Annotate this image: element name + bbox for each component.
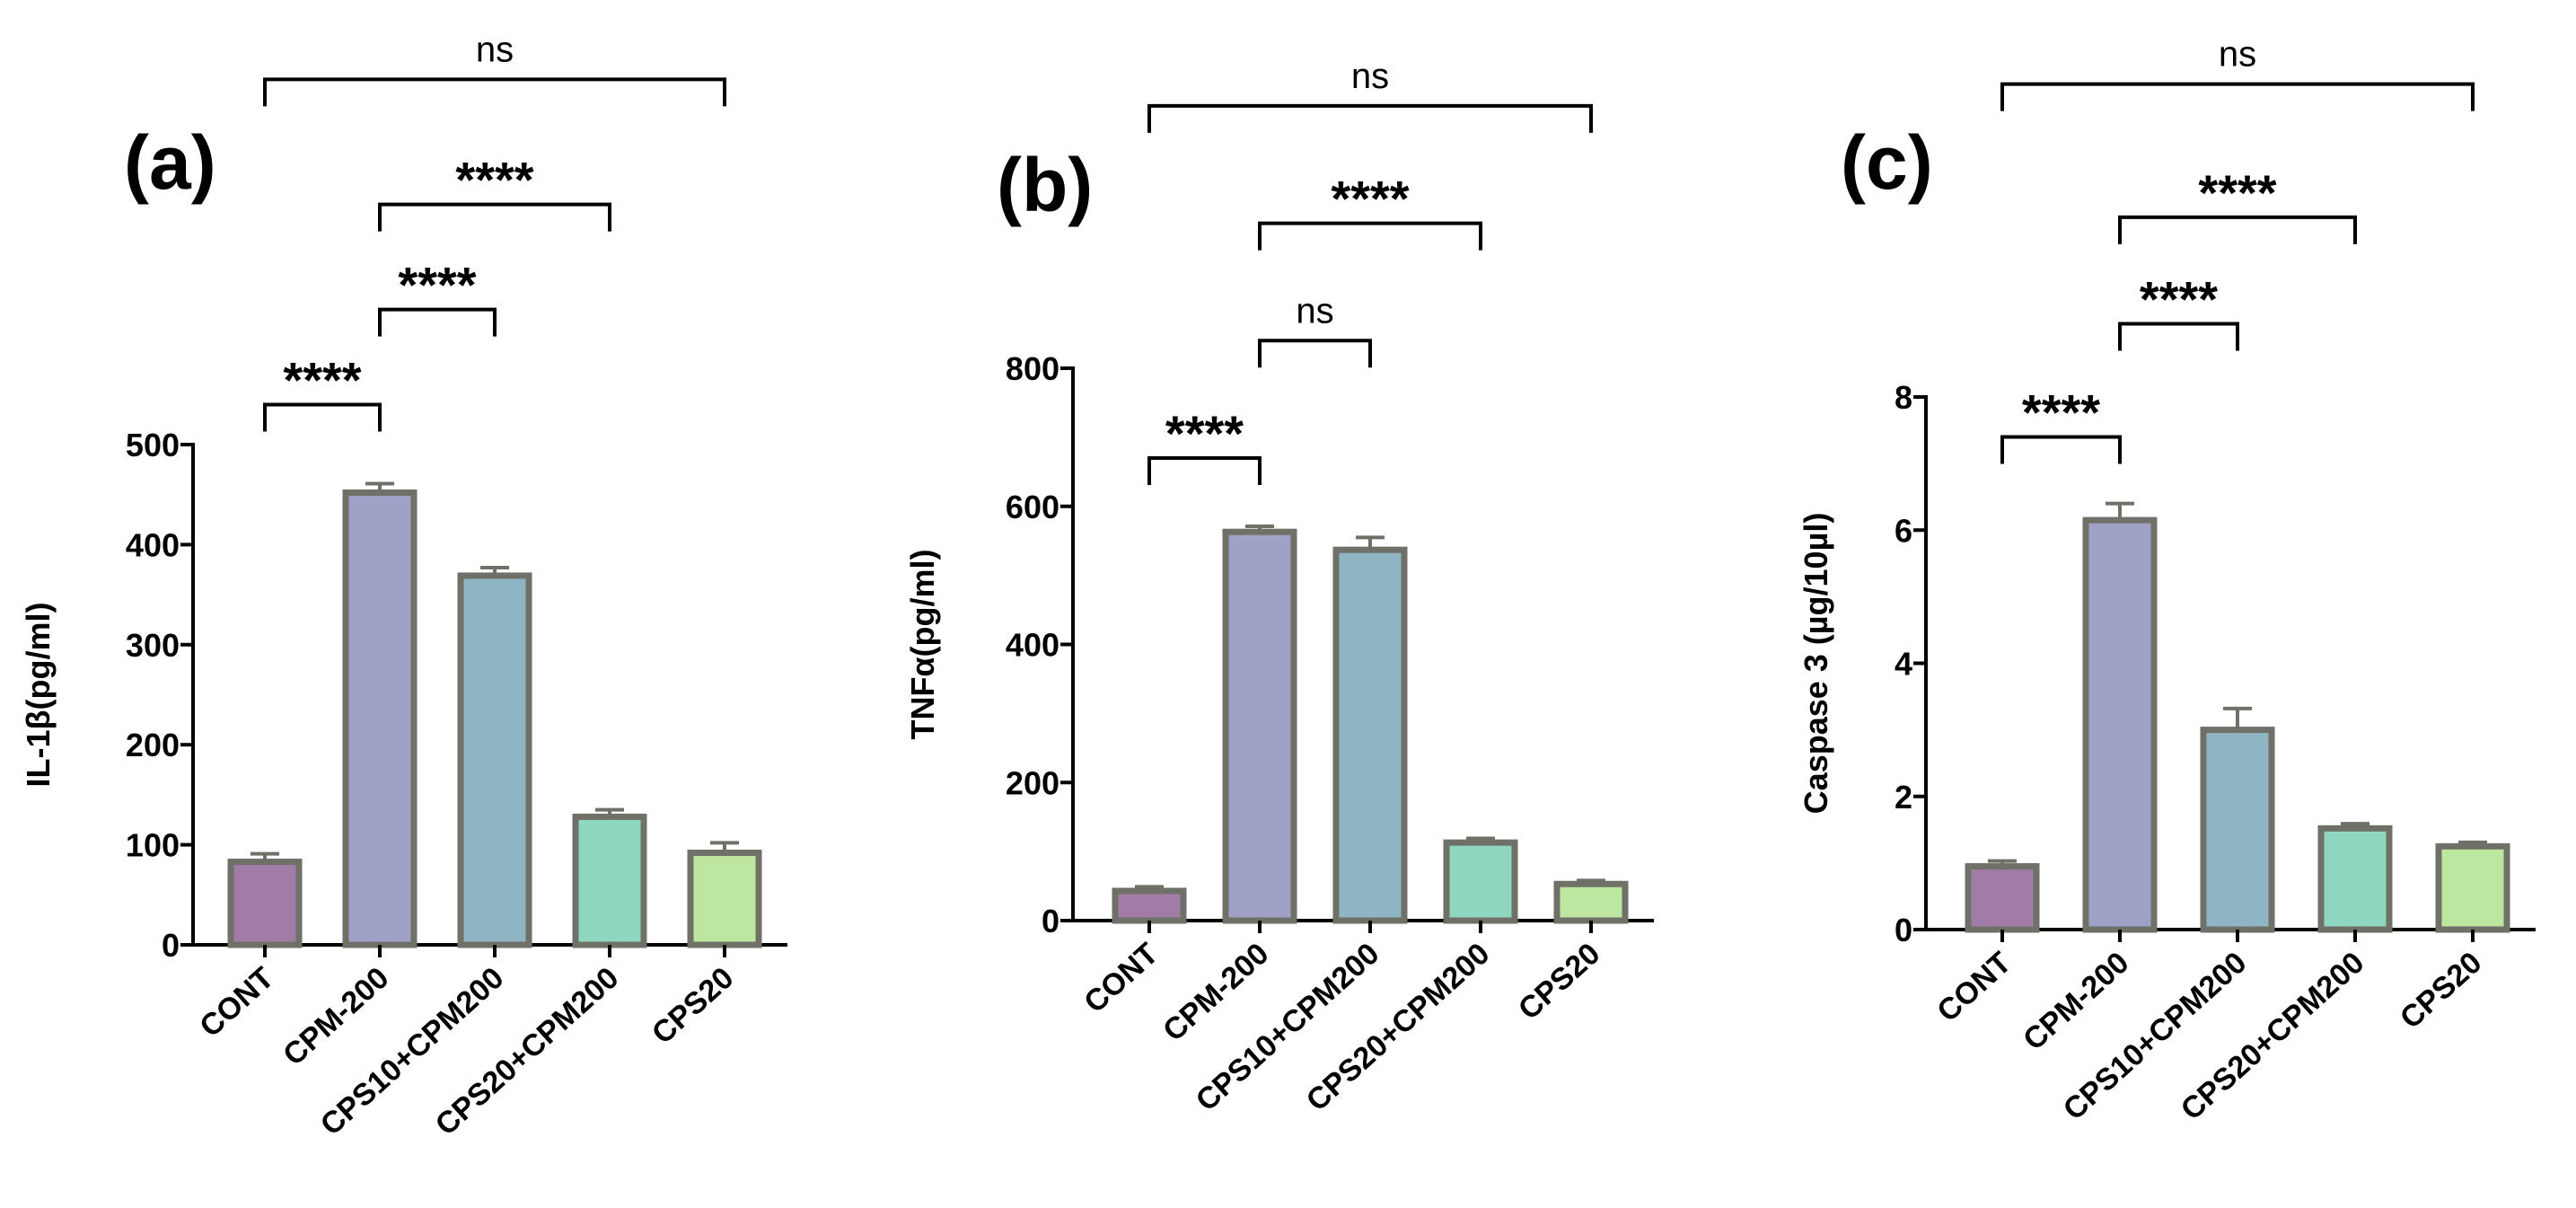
y-tick-label: 500 (126, 427, 180, 463)
significance-label: ns (1351, 57, 1389, 96)
y-tick-label: 400 (1006, 627, 1059, 664)
significance-bracket (2000, 435, 2122, 464)
error-bar (2223, 706, 2252, 730)
bar-cps20 (687, 850, 762, 948)
x-tick-label: CPS20 (646, 961, 740, 1051)
bar-cps20 (1553, 880, 1629, 924)
error-bar (1988, 859, 2017, 867)
significance-label: **** (398, 257, 476, 313)
significance-label: **** (283, 351, 361, 408)
significance-bracket (263, 402, 382, 432)
significance-bracket (1258, 339, 1372, 368)
significance-bracket (2118, 215, 2357, 244)
y-tick-label: 200 (1006, 764, 1059, 801)
significance-label: **** (455, 152, 533, 208)
y-tick-label: 600 (1006, 489, 1059, 525)
x-tick-label: CPS20 (1512, 937, 1606, 1027)
x-tick-label: CONT (1930, 946, 2018, 1029)
significance-label: **** (1331, 171, 1409, 227)
significance-bracket (378, 307, 497, 337)
bar-cps10-cpm200 (1332, 546, 1408, 924)
significance-bracket (1258, 221, 1482, 251)
x-tick-label: CPM-200 (2017, 946, 2135, 1057)
y-tick-label: 200 (126, 727, 180, 763)
bar-cps20-cpm200 (2317, 824, 2393, 933)
bar-cps10-cpm200 (2200, 727, 2275, 933)
y-tick-label: 800 (1006, 350, 1059, 387)
x-tick-label: CONT (1077, 937, 1165, 1020)
significance-bracket (1147, 103, 1593, 133)
error-bar (595, 807, 624, 817)
error-bar (2106, 501, 2134, 521)
significance-label: **** (2022, 384, 2100, 440)
chart-panel-2: (b)0200400600800TNFα(pg/ml)CONTCPM-200CP… (904, 57, 1654, 1118)
significance-bracket (2118, 322, 2239, 351)
error-bar (480, 566, 509, 576)
bar-cps10-cpm200 (457, 572, 532, 948)
significance-label: **** (2140, 270, 2218, 327)
bar-cpm-200 (2082, 516, 2158, 933)
y-tick-label: 2 (1895, 779, 1912, 816)
x-tick-label: CPS20 (2394, 946, 2488, 1036)
bar-cps20 (2435, 842, 2510, 933)
error-bar (251, 851, 279, 862)
error-bar (1135, 885, 1164, 891)
y-tick-label: 100 (126, 827, 180, 864)
error-bar (1466, 836, 1495, 843)
significance-bracket (2000, 82, 2475, 111)
bar-cps20-cpm200 (572, 813, 647, 948)
y-tick-label: 8 (1895, 379, 1912, 416)
y-axis-label: IL-1β(pg/ml) (20, 603, 57, 788)
significance-bracket (263, 77, 726, 107)
error-bar (2341, 822, 2369, 829)
y-tick-label: 400 (126, 526, 180, 563)
y-tick-label: 0 (1895, 912, 1912, 948)
significance-label: **** (1165, 405, 1244, 462)
x-tick-label: CPS20+CPM200 (1300, 937, 1497, 1118)
y-tick-label: 0 (1042, 903, 1059, 939)
bar-cpm-200 (342, 489, 418, 948)
error-bar (1356, 535, 1385, 551)
chart-panel-1: (a) 0 100 200 300 400 500 IL-1β(pg/ml) CONTCPM-2… (20, 30, 787, 1142)
panel-label: (b) (997, 143, 1093, 227)
significance-bracket (1147, 455, 1262, 485)
significance-label: **** (2198, 164, 2276, 221)
significance-label: ns (1296, 291, 1333, 331)
significance-bracket (378, 202, 611, 232)
panel-label: (a) (124, 120, 216, 205)
bar-cps20-cpm200 (1443, 839, 1518, 924)
bar-cont (1112, 887, 1187, 924)
y-tick-label: 0 (162, 927, 180, 964)
error-bar (710, 841, 739, 853)
error-bar (2458, 840, 2487, 847)
y-tick-label: 4 (1895, 646, 1912, 683)
bar-cpm-200 (1222, 528, 1297, 924)
bar-cont (1965, 863, 2040, 933)
significance-label: ns (2219, 35, 2256, 75)
y-tick-label: 300 (126, 627, 180, 664)
x-tick-label: CPS10+CPM200 (1190, 937, 1386, 1118)
significance-label: ns (476, 30, 514, 69)
y-tick-label: 6 (1895, 512, 1912, 549)
error-bar (1577, 878, 1605, 885)
bar-cont (227, 859, 303, 948)
x-tick-label: CPM-200 (277, 961, 395, 1072)
y-axis-label: Caspase 3 (µg/10µl) (1798, 513, 1834, 815)
y-axis-label: TNFα(pg/ml) (904, 549, 941, 739)
error-bar (1245, 525, 1274, 533)
error-bar (365, 481, 394, 493)
x-tick-label: CONT (193, 961, 280, 1045)
panel-label: (c) (1841, 120, 1933, 205)
